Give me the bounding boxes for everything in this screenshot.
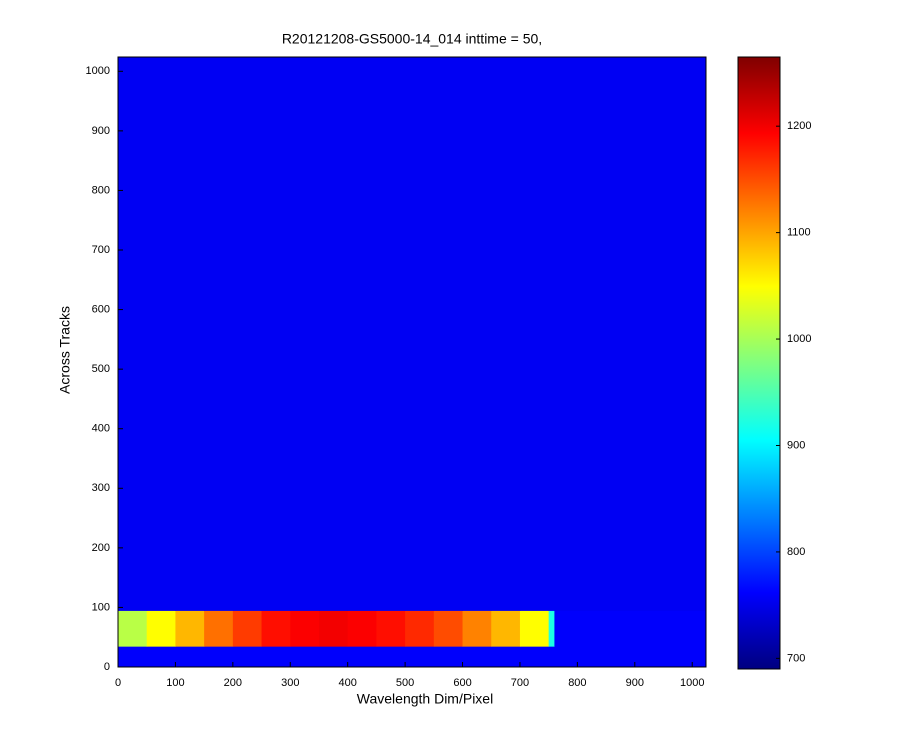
heatmap-cell: [118, 610, 148, 647]
heatmap-cell: [491, 646, 521, 668]
x-tick-label: 0: [115, 677, 121, 689]
y-tick-label: 300: [92, 482, 110, 494]
chart-title: R20121208-GS5000-14_014 inttime = 50,: [282, 31, 542, 47]
y-axis-label: Across Tracks: [57, 306, 73, 394]
heatmap-cell: [204, 646, 234, 668]
x-tick-label: 300: [281, 677, 299, 689]
heatmap-cell: [232, 57, 263, 611]
heatmap-cell: [376, 646, 406, 668]
heatmap-cell: [261, 610, 291, 647]
heatmap-cell: [318, 610, 349, 647]
heatmap-cell: [261, 57, 291, 611]
y-tick-label: 500: [92, 363, 110, 375]
x-tick-label: 700: [511, 677, 529, 689]
heatmap-cell: [405, 646, 435, 668]
x-tick-label: 100: [166, 677, 184, 689]
colorbar: [737, 56, 781, 670]
x-tick-label: 400: [339, 677, 357, 689]
heatmap-cell: [462, 610, 492, 647]
heatmap-cell: [318, 57, 349, 611]
x-axis-label: Wavelength Dim/Pixel: [357, 691, 493, 707]
heatmap-cell: [405, 57, 435, 611]
heatmap-cell: [554, 646, 707, 668]
colorbar-tick-label: 1000: [787, 333, 811, 345]
heatmap-cell: [519, 646, 550, 668]
colorbar-tick-label: 700: [787, 652, 805, 664]
heatmap-cell: [146, 646, 176, 668]
heatmap-cell: [204, 610, 234, 647]
heatmap-cell: [462, 646, 492, 668]
y-tick-label: 900: [92, 125, 110, 137]
heatmap-cell: [146, 610, 176, 647]
heatmap-cell: [554, 57, 707, 611]
x-tick-label: 1000: [680, 677, 704, 689]
axes: 0 100 200 300 400 500 600 700 800 900 1000 0 100 200 3…: [86, 56, 811, 689]
heatmap-cell: [462, 57, 492, 611]
heatmap-cell: [491, 57, 521, 611]
y-tick-label: 400: [92, 423, 110, 435]
heatmap-cell: [433, 610, 464, 647]
heatmap-cell: [347, 610, 377, 647]
heatmap-cell: [318, 646, 349, 668]
heatmap-cell: [376, 610, 406, 647]
y-tick-label: 200: [92, 542, 110, 554]
heatmap: [118, 57, 707, 668]
x-tick-label: 600: [453, 677, 471, 689]
heatmap-cell: [519, 57, 550, 611]
heatmap-cell: [347, 646, 377, 668]
heatmap-cell: [290, 610, 320, 647]
x-tick-label: 800: [568, 677, 586, 689]
heatmap-cell: [175, 610, 205, 647]
colorbar-tick-label: 900: [787, 439, 805, 451]
heatmap-cell: [290, 646, 320, 668]
y-tick-label: 700: [92, 244, 110, 256]
heatmap-cell: [433, 646, 464, 668]
heatmap-cell: [548, 646, 555, 668]
colorbar-tick-label: 1200: [787, 120, 811, 132]
heatmap-cell: [347, 57, 377, 611]
heatmap-cell: [290, 57, 320, 611]
x-tick-label: 200: [224, 677, 242, 689]
colorbar-tick-label: 800: [787, 546, 805, 558]
heatmap-cell: [118, 57, 148, 611]
y-tick-label: 0: [104, 661, 110, 673]
heatmap-cell: [175, 646, 205, 668]
y-tick-label: 600: [92, 303, 110, 315]
heatmap-cell: [405, 610, 435, 647]
heatmap-cell: [548, 57, 555, 611]
heatmap-cell: [519, 610, 550, 647]
heatmap-cell: [232, 610, 263, 647]
y-tick-label: 1000: [86, 65, 110, 77]
plot-frame: [117, 56, 707, 668]
heatmap-cell: [554, 610, 707, 647]
y-tick-label: 800: [92, 184, 110, 196]
heatmap-cell: [376, 57, 406, 611]
heatmap-cell: [491, 610, 521, 647]
heatmap-cell: [146, 57, 176, 611]
x-tick-label: 900: [626, 677, 644, 689]
heatmap-cell: [261, 646, 291, 668]
colorbar-tick-label: 1100: [787, 227, 811, 239]
heatmap-cell: [204, 57, 234, 611]
heatmap-cell: [175, 57, 205, 611]
heatmap-cell: [118, 646, 148, 668]
x-tick-label: 500: [396, 677, 414, 689]
heatmap-cell: [548, 610, 555, 647]
heatmap-cell: [232, 646, 263, 668]
y-tick-label: 100: [92, 601, 110, 613]
heatmap-cell: [433, 57, 464, 611]
